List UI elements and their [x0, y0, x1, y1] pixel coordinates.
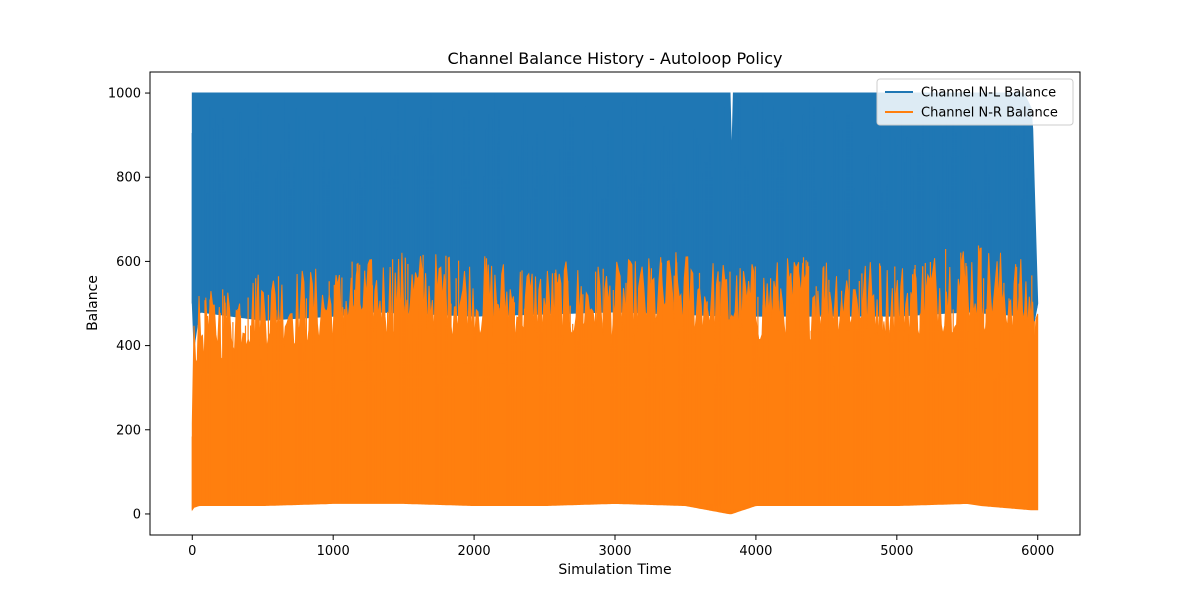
legend-label: Channel N-R Balance — [921, 106, 1058, 121]
x-tick-label: 5000 — [880, 544, 913, 559]
x-tick-label: 1000 — [317, 544, 350, 559]
axes: 0 1000 2000 3000 4000 5000 6000 0 200 400 600 800 10… — [108, 71, 1081, 559]
legend: Channel N-L Balance Channel N-R Balance — [876, 78, 1074, 126]
y-tick-label: 200 — [116, 423, 141, 438]
y-tick-label: 400 — [116, 339, 141, 354]
x-tick-label: 4000 — [739, 544, 772, 559]
series-line-n-r — [191, 245, 1038, 514]
series-line-n-l — [191, 93, 1038, 364]
chart-title: Channel Balance History - Autoloop Polic… — [448, 49, 783, 68]
x-tick-label: 2000 — [458, 544, 491, 559]
x-tick-label: 6000 — [1021, 544, 1054, 559]
x-axis-title: Simulation Time — [558, 562, 671, 578]
y-tick-label: 800 — [116, 171, 141, 186]
legend-box — [876, 78, 1074, 126]
y-tick-label: 0 — [133, 507, 141, 522]
plot-area — [191, 92, 1039, 515]
x-tick-label: 3000 — [598, 544, 631, 559]
x-tick-label: 0 — [188, 544, 196, 559]
y-tick-label: 600 — [116, 255, 141, 270]
y-tick-label: 1000 — [108, 87, 141, 102]
y-axis-title: Balance — [85, 275, 101, 331]
legend-label: Channel N-L Balance — [921, 86, 1056, 101]
